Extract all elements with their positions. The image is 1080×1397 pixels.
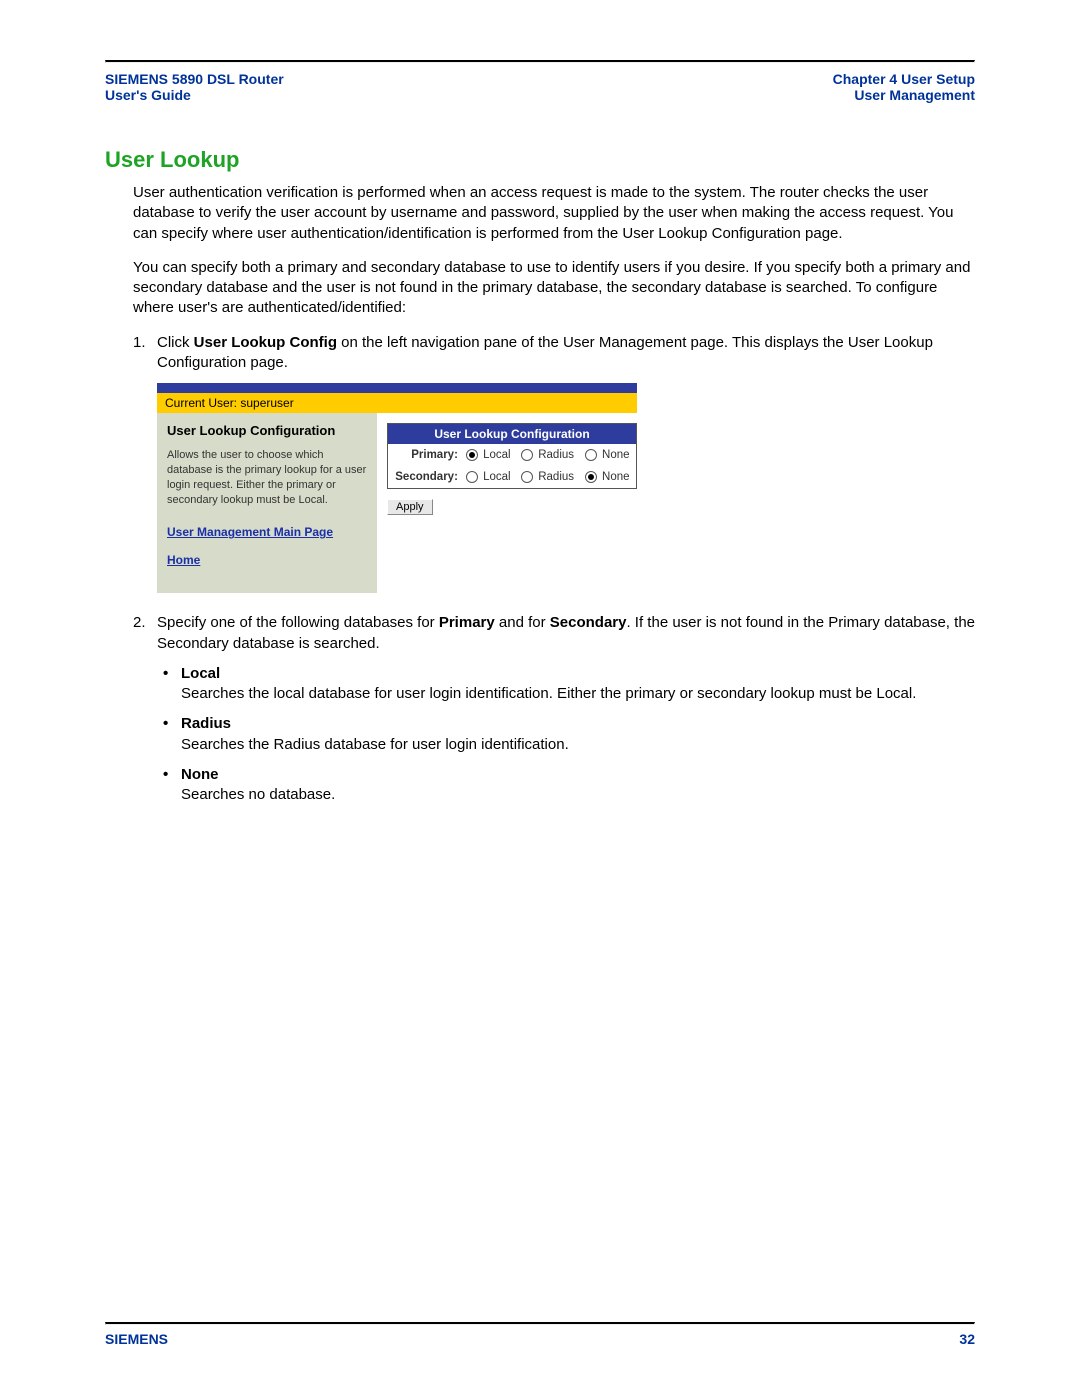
bullet-radius-desc: Searches the Radius database for user lo…	[181, 736, 569, 753]
header-chapter: Chapter 4 User Setup	[833, 71, 975, 87]
ss-left-desc: Allows the user to choose which database…	[167, 448, 367, 507]
header-section: User Management	[833, 87, 975, 103]
embedded-screenshot: Current User: superuser User Lookup Conf…	[157, 383, 975, 593]
radio-primary-radius-label: Radius	[538, 449, 574, 461]
ss-current-user: Current User: superuser	[157, 393, 637, 413]
bullet-dot-icon: •	[163, 664, 168, 684]
radio-primary-none[interactable]	[585, 449, 597, 461]
footer-brand: SIEMENS	[105, 1331, 168, 1347]
bullet-none-desc: Searches no database.	[181, 786, 335, 803]
page-footer: SIEMENS 32	[105, 1322, 975, 1347]
paragraph-1: User authentication verification is perf…	[105, 183, 975, 244]
ss-primary-label: Primary:	[388, 444, 462, 466]
radio-primary-radius[interactable]	[521, 449, 533, 461]
bullet-dot-icon: •	[163, 765, 168, 785]
step-2-bold1: Primary	[439, 614, 495, 631]
bullet-local: • Local Searches the local database for …	[105, 664, 975, 705]
header-product: SIEMENS 5890 DSL Router	[105, 71, 284, 87]
step-2: 2. Specify one of the following database…	[105, 613, 975, 654]
bullet-none-title: None	[181, 766, 219, 783]
radio-secondary-local[interactable]	[466, 471, 478, 483]
step-1: 1. Click User Lookup Config on the left …	[105, 333, 975, 374]
radio-secondary-radius[interactable]	[521, 471, 533, 483]
page-header: SIEMENS 5890 DSL Router User's Guide Cha…	[105, 63, 975, 105]
ss-link-user-mgmt[interactable]: User Management Main Page	[167, 525, 367, 539]
bullet-none: • None Searches no database.	[105, 765, 975, 806]
section-title: User Lookup	[105, 147, 975, 173]
bullet-dot-icon: •	[163, 714, 168, 734]
ss-config-head: User Lookup Configuration	[388, 424, 637, 445]
radio-primary-local-label: Local	[483, 449, 511, 461]
radio-primary-none-label: None	[602, 449, 630, 461]
bullet-local-title: Local	[181, 665, 220, 682]
step-2-mid: and for	[495, 614, 550, 631]
ss-config-table: User Lookup Configuration Primary: Local…	[387, 423, 637, 489]
step-1-pre: Click	[157, 334, 194, 351]
radio-secondary-none[interactable]	[585, 471, 597, 483]
radio-primary-local[interactable]	[466, 449, 478, 461]
radio-secondary-radius-label: Radius	[538, 471, 574, 483]
radio-secondary-none-label: None	[602, 471, 630, 483]
bullet-local-desc: Searches the local database for user log…	[181, 685, 916, 702]
ss-link-home[interactable]: Home	[167, 553, 367, 567]
bullet-radius-title: Radius	[181, 715, 231, 732]
apply-button[interactable]: Apply	[387, 499, 433, 515]
ss-secondary-label: Secondary:	[388, 466, 462, 489]
step-1-number: 1.	[133, 333, 146, 353]
step-2-bold2: Secondary	[550, 614, 627, 631]
footer-page-number: 32	[959, 1331, 975, 1347]
ss-left-title: User Lookup Configuration	[167, 423, 367, 438]
step-1-bold: User Lookup Config	[194, 334, 337, 351]
paragraph-2: You can specify both a primary and secon…	[105, 258, 975, 319]
step-2-pre: Specify one of the following databases f…	[157, 614, 439, 631]
radio-secondary-local-label: Local	[483, 471, 511, 483]
bullet-radius: • Radius Searches the Radius database fo…	[105, 714, 975, 755]
header-guide: User's Guide	[105, 87, 284, 103]
step-2-number: 2.	[133, 613, 146, 633]
ss-blue-bar	[157, 383, 637, 393]
